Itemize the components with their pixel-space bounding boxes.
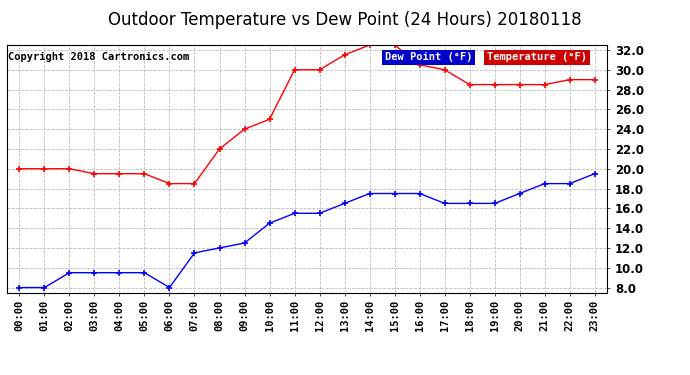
Text: Outdoor Temperature vs Dew Point (24 Hours) 20180118: Outdoor Temperature vs Dew Point (24 Hou… [108, 11, 582, 29]
Text: Copyright 2018 Cartronics.com: Copyright 2018 Cartronics.com [8, 53, 189, 63]
Text: Temperature (°F): Temperature (°F) [487, 53, 587, 62]
Text: Dew Point (°F): Dew Point (°F) [385, 53, 473, 63]
